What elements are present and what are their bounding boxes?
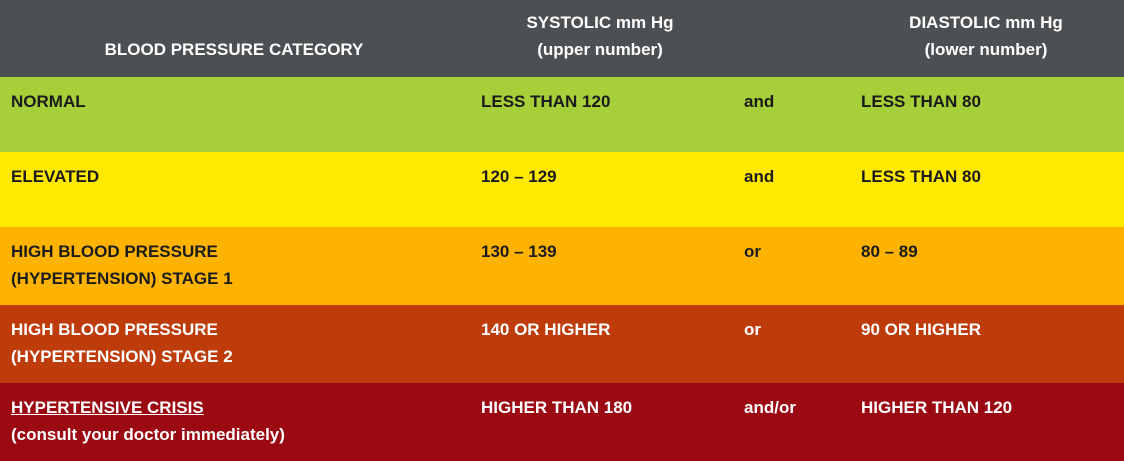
systolic-cell: LESS THAN 120: [481, 92, 611, 111]
conjunction-cell: and: [744, 92, 775, 111]
systolic-cell: HIGHER THAN 180: [481, 398, 633, 417]
category-cell: ELEVATED: [11, 163, 99, 190]
diastolic-cell: LESS THAN 80: [861, 167, 981, 186]
header-diastolic: DIASTOLIC mm Hg (lower number): [836, 9, 1124, 63]
category-line: ELEVATED: [11, 167, 100, 186]
category-line: (HYPERTENSION) STAGE 2: [11, 347, 233, 366]
table-header: BLOOD PRESSURE CATEGORY SYSTOLIC mm Hg (…: [0, 0, 1124, 77]
header-line: (lower number): [924, 40, 1048, 59]
systolic-cell: 120 – 129: [481, 167, 557, 186]
conjunction-cell: or: [744, 320, 761, 339]
category-cell: HYPERTENSIVE CRISIS (consult your doctor …: [11, 394, 285, 448]
table-row: ELEVATED 120 – 129 and LESS THAN 80: [0, 152, 1124, 227]
conjunction-cell: or: [744, 242, 761, 261]
conjunction-cell: and/or: [744, 398, 796, 417]
category-line: HIGH BLOOD PRESSURE: [11, 320, 218, 339]
header-line: DIASTOLIC mm Hg: [909, 13, 1063, 32]
category-cell: HIGH BLOOD PRESSURE (HYPERTENSION) STAGE …: [11, 316, 233, 370]
diastolic-cell: 80 – 89: [861, 242, 918, 261]
category-cell: NORMAL: [11, 88, 86, 115]
systolic-cell: 140 OR HIGHER: [481, 320, 611, 339]
diastolic-cell: LESS THAN 80: [861, 92, 981, 111]
diastolic-cell: 90 OR HIGHER: [861, 320, 981, 339]
conjunction-cell: and: [744, 167, 775, 186]
table-row: HIGH BLOOD PRESSURE (HYPERTENSION) STAGE …: [0, 305, 1124, 383]
header-systolic: SYSTOLIC mm Hg (upper number): [450, 9, 750, 63]
category-line: (HYPERTENSION) STAGE 1: [11, 269, 233, 288]
table-row: HYPERTENSIVE CRISIS (consult your doctor …: [0, 383, 1124, 461]
header-category: BLOOD PRESSURE CATEGORY: [104, 40, 364, 59]
category-line: (consult your doctor immediately): [11, 425, 285, 444]
systolic-cell: 130 – 139: [481, 242, 557, 261]
category-line: NORMAL: [11, 92, 86, 111]
category-link[interactable]: HYPERTENSIVE CRISIS: [11, 398, 204, 417]
diastolic-cell: HIGHER THAN 120: [861, 398, 1013, 417]
category-cell: HIGH BLOOD PRESSURE (HYPERTENSION) STAGE …: [11, 238, 233, 292]
category-line: HIGH BLOOD PRESSURE: [11, 242, 218, 261]
table-row: HIGH BLOOD PRESSURE (HYPERTENSION) STAGE …: [0, 227, 1124, 305]
header-line: SYSTOLIC mm Hg: [526, 13, 674, 32]
header-line: (upper number): [537, 40, 663, 59]
table-row: NORMAL LESS THAN 120 and LESS THAN 80: [0, 77, 1124, 152]
